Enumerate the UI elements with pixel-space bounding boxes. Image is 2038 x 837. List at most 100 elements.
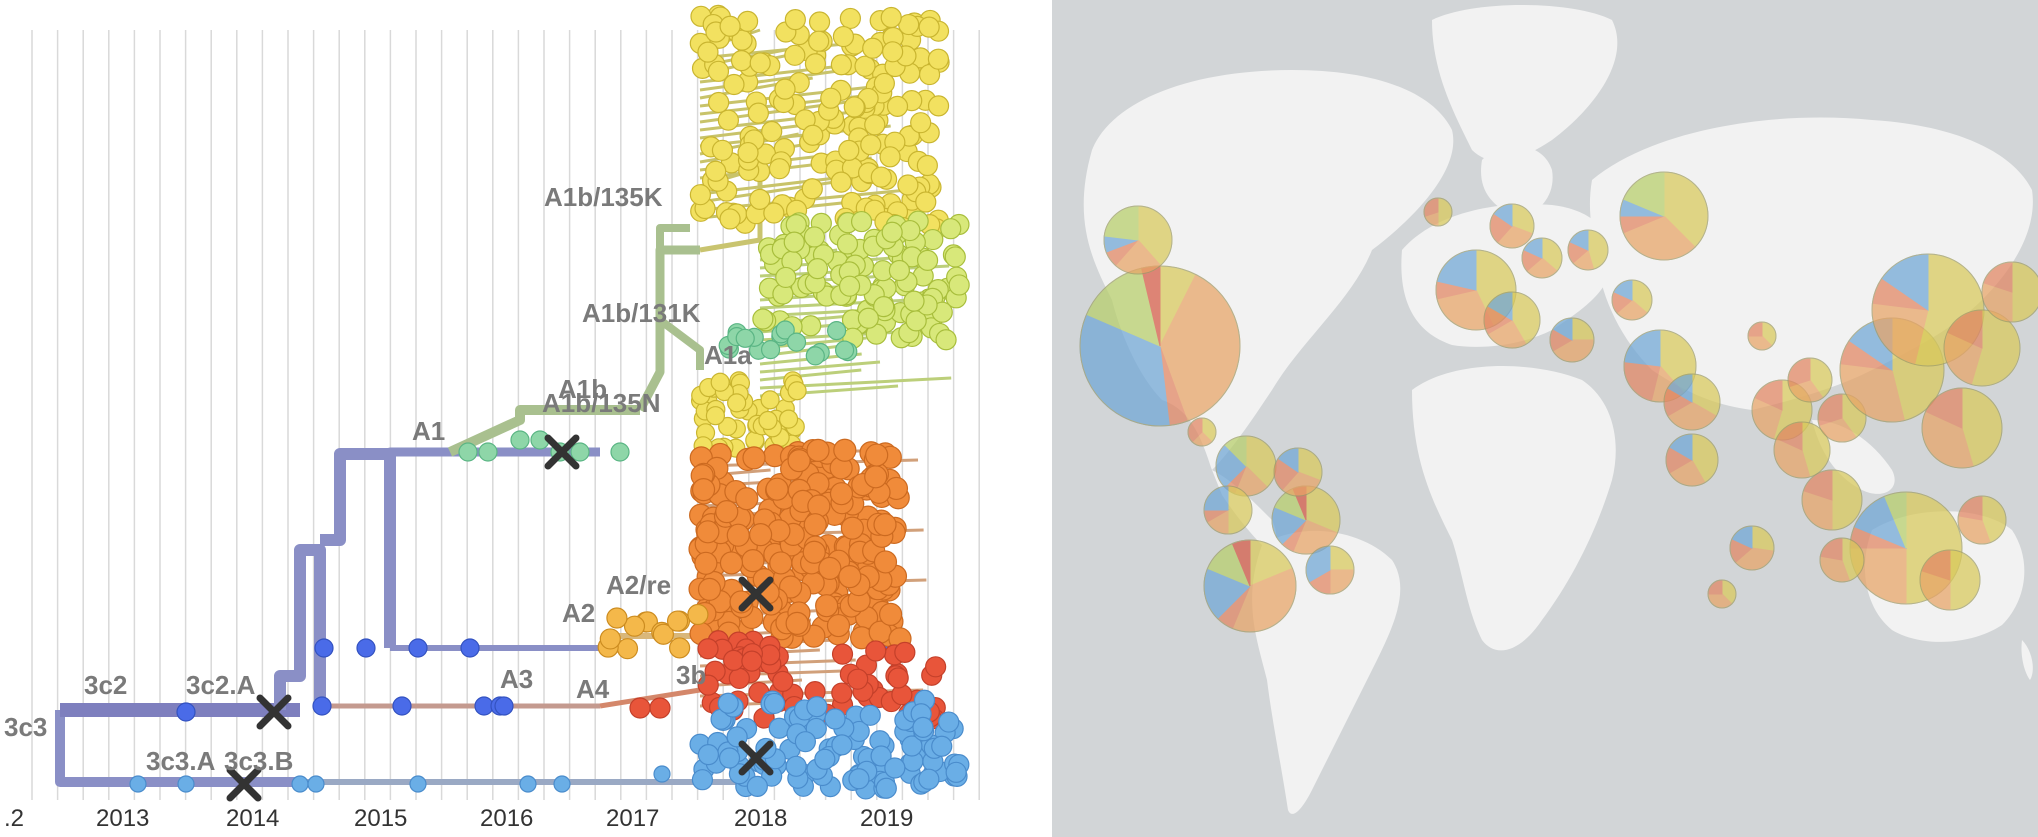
scandinavia-shape — [1481, 146, 1553, 216]
tip-node — [726, 523, 750, 547]
region-pie — [1423, 197, 1453, 227]
tip-node — [879, 146, 901, 168]
axis-tick-label: 2019 — [860, 805, 913, 832]
region-pie — [1203, 485, 1253, 535]
new-zealand-shape — [2021, 640, 2033, 680]
tree-branch — [385, 447, 600, 457]
tip-node — [610, 442, 630, 462]
tip-node — [774, 78, 796, 100]
tip-node — [879, 602, 903, 626]
tip-node — [873, 550, 898, 574]
region-pie — [1957, 495, 2007, 545]
tip-node — [918, 16, 940, 38]
phylogenetic-tree-panel[interactable]: 3c3 3c2 3c2.A 3c3.A 3c3.B A1 A1b A1b/135… — [0, 0, 1052, 837]
tip-node — [945, 761, 967, 783]
tip-node — [478, 442, 498, 462]
tip-node — [623, 615, 646, 637]
phylogenetic-tree[interactable]: 3c3 3c2 3c2.A 3c3.A 3c3.B A1 A1b A1b/135… — [0, 0, 1052, 837]
tip-node — [918, 768, 940, 790]
tip-node — [794, 731, 817, 753]
tip-node — [691, 769, 714, 791]
tip-node — [815, 594, 839, 618]
pie-outline — [1549, 317, 1595, 363]
tip-node — [747, 102, 769, 124]
tip-node — [857, 307, 879, 329]
tip-node — [802, 540, 826, 564]
tip-node — [510, 430, 530, 450]
region-pie — [1981, 261, 2038, 323]
tip-node — [735, 328, 755, 348]
region-pie-charts — [1079, 171, 2038, 633]
tip-node — [741, 650, 763, 672]
x-mark-icon — [738, 740, 774, 776]
pie-outline — [1943, 309, 2021, 387]
axis-tick-label: 2014 — [226, 805, 279, 832]
tip-node — [694, 551, 718, 575]
tip-node — [887, 667, 909, 689]
tip-node — [474, 696, 494, 716]
tip-node — [864, 465, 888, 489]
tip-node — [737, 141, 759, 164]
tip-node — [830, 171, 852, 193]
tree-branch — [274, 544, 326, 710]
tip-node — [850, 210, 873, 233]
tip-node — [787, 381, 807, 401]
tip-node — [606, 607, 628, 629]
tip-node — [814, 748, 836, 770]
pie-outline — [1817, 393, 1867, 443]
tree-branch — [55, 710, 300, 787]
tip-node — [838, 565, 862, 589]
region-pie — [1489, 203, 1535, 249]
pie-outline — [1919, 549, 1981, 611]
world-map[interactable] — [1052, 0, 2038, 837]
region-pie — [1203, 539, 1297, 633]
tip-node — [873, 296, 895, 318]
region-pie — [1611, 279, 1653, 321]
tip-node — [718, 416, 738, 437]
clade-label-a2: A2 — [562, 598, 595, 628]
world-map-panel[interactable] — [1052, 0, 2038, 837]
tip-node — [888, 259, 910, 282]
tip-node — [314, 638, 334, 658]
x-mark-icon — [738, 576, 774, 612]
x-mark-stroke — [226, 766, 262, 802]
tip-node — [787, 449, 811, 473]
clade-label-a1b-135k: A1b/135K — [544, 182, 663, 212]
tip-node — [839, 7, 861, 30]
tip-node — [829, 482, 854, 506]
tip-node — [778, 409, 799, 429]
tip-node — [312, 696, 332, 716]
tree-branch — [759, 360, 881, 374]
tip-node — [843, 96, 865, 118]
region-pie — [1921, 387, 2003, 469]
tip-node — [873, 513, 897, 537]
tip-node — [760, 390, 780, 410]
tip-node — [761, 120, 783, 143]
region-pie — [1521, 237, 1563, 279]
pie-outline — [1623, 329, 1697, 403]
tip-node — [864, 114, 886, 136]
pie-outline — [1203, 539, 1297, 633]
tip-node — [392, 696, 412, 716]
tip-node — [916, 154, 938, 177]
tip-node — [707, 60, 730, 82]
tip-node — [903, 290, 925, 312]
tip-node — [783, 231, 805, 253]
tip-node — [669, 637, 691, 659]
tip-node — [894, 641, 916, 664]
tip-node — [882, 41, 904, 63]
tip-node — [832, 25, 855, 48]
greenland-shape — [1432, 5, 1618, 161]
tip-node — [940, 218, 962, 240]
tip-node — [848, 768, 870, 790]
tip-node — [801, 178, 823, 200]
tip-node — [718, 747, 741, 769]
axis-tick-label: 2015 — [354, 805, 407, 832]
region-pie — [1747, 321, 1777, 351]
tip-node — [854, 55, 876, 77]
tip-node — [719, 15, 741, 37]
tip-node — [884, 757, 906, 779]
tip-node — [519, 775, 537, 793]
pie-outline — [1103, 205, 1173, 275]
region-pie — [1707, 579, 1737, 609]
